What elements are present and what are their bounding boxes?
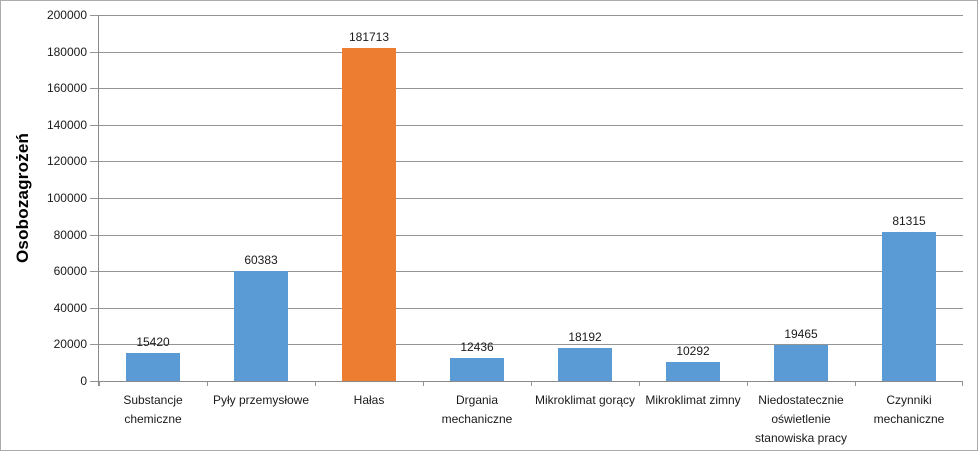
y-axis-tick (90, 124, 98, 126)
y-tick-label: 120000 (46, 154, 87, 169)
y-axis-tick (90, 344, 98, 346)
y-tick-label: 40000 (53, 300, 87, 315)
y-tick-label: 160000 (46, 81, 87, 96)
x-axis-tick (855, 382, 856, 386)
y-axis-tick (90, 234, 98, 236)
x-axis-tick (639, 382, 640, 386)
gridline (99, 88, 963, 90)
category-label: Czynniki mechaniczne (873, 393, 945, 426)
category-label: Pyły przemysłowe (212, 393, 310, 407)
y-axis-tick (90, 198, 98, 199)
bar (774, 345, 828, 381)
bar-slot: 81315 (855, 15, 963, 381)
bar-slot: 60383 (207, 15, 315, 381)
y-axis-tick (90, 51, 98, 53)
gridline (99, 234, 963, 236)
bar (126, 352, 180, 381)
gridline (99, 198, 963, 199)
bar-value-label: 60383 (244, 252, 278, 267)
gridline (99, 51, 963, 53)
category-label: Hałas (353, 393, 385, 407)
bar-slot: 10292 (639, 15, 747, 381)
gridline (99, 15, 963, 16)
bar-slot: 12436 (423, 15, 531, 381)
bar-value-label: 12436 (460, 340, 494, 355)
y-tick-label: 0 (80, 374, 87, 388)
bar-slot: 18192 (531, 15, 639, 381)
bar-value-label: 19465 (784, 327, 818, 342)
bar (450, 358, 504, 381)
bar (666, 362, 720, 381)
y-axis-tick (90, 271, 98, 273)
gridline (99, 124, 963, 126)
x-axis-tick (747, 382, 748, 386)
category-label: Drgania mechaniczne (441, 393, 513, 426)
y-axis-tick-labels: 0 20000 40000 60000 80000 100000 120000 140000 1… (1, 8, 87, 388)
x-axis-tick (423, 382, 424, 386)
gridline (99, 344, 963, 346)
bar-value-label: 81315 (892, 214, 926, 229)
y-tick-label: 100000 (46, 191, 87, 205)
bar (234, 270, 288, 381)
y-tick-label: 60000 (53, 264, 87, 279)
category-label: Mikroklimat zimny (645, 393, 741, 407)
x-axis-tick (99, 382, 100, 386)
bar-value-label: 18192 (568, 329, 602, 344)
x-axis-tick (531, 382, 532, 386)
gridline (99, 271, 963, 273)
y-axis-tick (90, 15, 98, 16)
x-axis-labels: Substancje chemiczne Pyły przemysłowe Hała… (99, 391, 963, 448)
x-axis-tick (962, 382, 963, 386)
category-label: Mikroklimat gorący (534, 393, 636, 407)
category-label: Substancje chemiczne (123, 393, 183, 426)
x-axis-tick (207, 382, 208, 386)
bar-slot: 15420 (99, 15, 207, 381)
y-tick-label: 180000 (46, 44, 87, 59)
y-axis-tick (90, 381, 98, 382)
x-axis-tick (315, 382, 316, 386)
y-axis-tick (90, 88, 98, 90)
y-tick-label: 200000 (46, 8, 87, 22)
bar-slot: 19465 (747, 15, 855, 381)
y-axis-tick (90, 307, 98, 309)
y-tick-label: 20000 (53, 337, 87, 352)
y-axis-line (98, 15, 99, 386)
x-axis-line (91, 381, 963, 382)
plot-area: 15420 60383 181713 12436 18192 10292 19465 8131… (90, 15, 963, 386)
category-label: Niedostatecznie oświetlenie stanowiska p… (754, 393, 848, 445)
bar-slot: 181713 (315, 15, 423, 381)
bar (882, 232, 936, 381)
bar-value-label: 15420 (136, 334, 170, 349)
bar (558, 347, 612, 381)
y-tick-label: 140000 (46, 117, 87, 132)
y-axis-tick (90, 161, 98, 163)
bar-value-label: 181713 (348, 30, 390, 45)
bar (342, 48, 396, 381)
bars: 15420 60383 181713 12436 18192 10292 19465 8131… (99, 15, 963, 381)
gridline (99, 161, 963, 163)
bar-value-label: 10292 (676, 344, 710, 359)
gridline (99, 307, 963, 309)
y-tick-label: 80000 (53, 227, 87, 242)
